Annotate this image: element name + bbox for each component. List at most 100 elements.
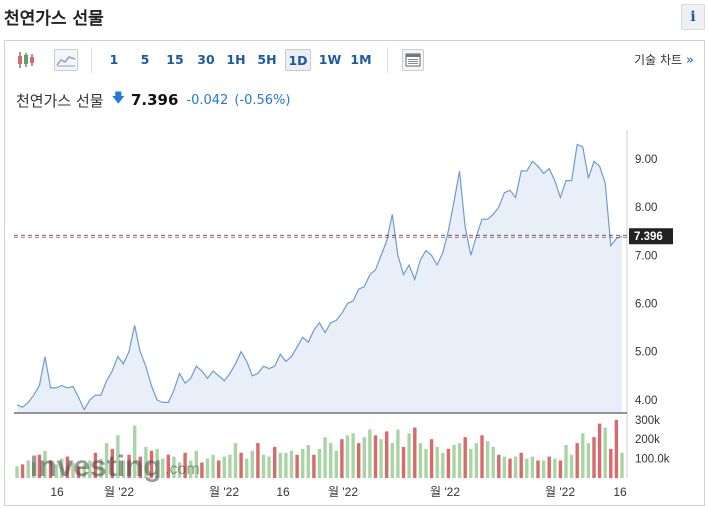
volume-bar-up bbox=[228, 454, 232, 478]
volume-bar-up bbox=[351, 433, 355, 478]
page-title: 천연가스 선물 bbox=[4, 9, 104, 29]
volume-bar-down bbox=[597, 423, 602, 478]
x-axis: 16 월 '22 월 '22 16 월 '22 월 '22 월 '22 16 bbox=[50, 485, 627, 499]
down-arrow-icon: 🡇 bbox=[111, 91, 125, 106]
volume-bar-up bbox=[345, 435, 350, 478]
y-tick-label: 6.00 bbox=[635, 299, 657, 311]
instrument-name: 천연가스 선물 bbox=[16, 91, 104, 110]
volume-bar-down bbox=[65, 456, 70, 478]
volume-bar-up bbox=[15, 466, 19, 478]
interval-1[interactable]: 1 bbox=[109, 52, 119, 67]
volume-bar-up bbox=[278, 452, 282, 478]
volume-area bbox=[15, 419, 624, 478]
interval-5[interactable]: 5 bbox=[140, 52, 150, 67]
volume-bar-up bbox=[396, 429, 400, 478]
volume-bar-down bbox=[446, 448, 451, 478]
volume-bar-down bbox=[413, 427, 417, 478]
volume-bar-up bbox=[435, 446, 439, 478]
x-tick-label: 16 bbox=[613, 485, 627, 499]
volume-bar-down bbox=[401, 446, 406, 478]
volume-tick-label: 100.0k bbox=[635, 454, 670, 466]
plot-area bbox=[14, 130, 628, 478]
volume-bar-down bbox=[217, 460, 221, 478]
volume-bar-up bbox=[245, 458, 249, 478]
volume-bar-up bbox=[60, 458, 64, 478]
x-tick-label: 16 bbox=[276, 485, 290, 499]
volume-bar-up bbox=[452, 445, 456, 478]
volume-bar-up bbox=[390, 443, 394, 478]
interval-30[interactable]: 30 bbox=[197, 52, 215, 67]
price-line bbox=[16, 143, 623, 411]
volume-bar-up bbox=[121, 460, 126, 478]
volume-bar-down bbox=[138, 456, 142, 478]
volume-bar-down bbox=[149, 450, 154, 478]
volume-bar-up bbox=[553, 458, 557, 478]
volume-bar-up bbox=[211, 454, 215, 478]
volume-bar-down bbox=[20, 464, 25, 478]
volume-bar-up bbox=[581, 433, 585, 478]
interval-1h[interactable]: 1H bbox=[226, 52, 246, 67]
volume-bar-up bbox=[491, 446, 495, 478]
last-price-badge-label: 7.396 bbox=[634, 231, 663, 243]
volume-bar-up bbox=[368, 429, 372, 478]
volume-bar-up bbox=[323, 437, 327, 478]
volume-bar-up bbox=[155, 448, 159, 478]
volume-bar-up bbox=[104, 443, 109, 478]
volume-bar-down bbox=[558, 460, 563, 478]
volume-bar-down bbox=[385, 431, 389, 478]
double-chevron-right-icon: » bbox=[686, 53, 694, 68]
volume-bar-up bbox=[71, 462, 75, 478]
volume-bar-up bbox=[177, 462, 182, 478]
volume-bar-down bbox=[547, 456, 551, 478]
volume-bar-up bbox=[485, 441, 490, 478]
volume-bar-down bbox=[592, 437, 596, 478]
volume-bar-up bbox=[250, 450, 254, 478]
volume-bar-up bbox=[329, 443, 333, 478]
volume-bar-down bbox=[312, 454, 316, 478]
last-price: 7.396 bbox=[130, 91, 179, 109]
volume-bar-down bbox=[76, 466, 81, 478]
interval-1w[interactable]: 1W bbox=[318, 52, 342, 67]
interval-1d[interactable]: 1D bbox=[285, 49, 311, 71]
y-tick-label: 7.00 bbox=[635, 250, 657, 262]
interval-15[interactable]: 15 bbox=[166, 52, 184, 67]
volume-bar-down bbox=[480, 435, 484, 478]
volume-bar-down bbox=[110, 448, 114, 478]
volume-bar-up bbox=[334, 450, 338, 478]
volume-bar-down bbox=[357, 443, 361, 478]
volume-bar-up bbox=[441, 452, 445, 478]
interval-5h[interactable]: 5H bbox=[257, 52, 277, 67]
area-chart-icon[interactable] bbox=[54, 49, 78, 71]
volume-bar-up bbox=[569, 454, 574, 478]
volume-bar-up bbox=[205, 458, 210, 478]
watermark-text: Investing bbox=[30, 450, 162, 483]
volume-bar-up bbox=[474, 443, 479, 478]
volume-bar-up bbox=[43, 450, 47, 478]
volume-bar-down bbox=[256, 443, 260, 478]
volume-bar-up bbox=[32, 462, 36, 478]
volume-bar-down bbox=[37, 454, 42, 478]
volume-bar-up bbox=[317, 448, 322, 478]
technical-chart-link[interactable]: 기술 차트» bbox=[634, 51, 694, 68]
interval-1m[interactable]: 1M bbox=[350, 52, 372, 67]
price-change-percent: (-0.56%) bbox=[234, 92, 291, 108]
volume-bar-up bbox=[530, 456, 535, 478]
volume-bar-up bbox=[284, 452, 288, 478]
volume-bar-up bbox=[424, 448, 428, 478]
candlestick-icon[interactable] bbox=[15, 49, 37, 71]
chart-frame bbox=[4, 40, 705, 506]
table-view-icon[interactable] bbox=[402, 49, 424, 71]
y-tick-label: 9.00 bbox=[635, 154, 657, 166]
volume-bar-up bbox=[379, 439, 383, 478]
volume-bar-up bbox=[418, 443, 423, 478]
volume-bar-up bbox=[233, 443, 238, 478]
info-button[interactable]: i bbox=[681, 4, 705, 30]
volume-tick-label: 300k bbox=[635, 415, 660, 427]
volume-bar-down bbox=[273, 446, 277, 478]
volume-bar-down bbox=[536, 460, 540, 478]
volume-bar-up bbox=[133, 425, 137, 478]
volume-bar-up bbox=[194, 450, 198, 478]
volume-bar-up bbox=[525, 458, 529, 478]
volume-bar-up bbox=[161, 458, 165, 478]
